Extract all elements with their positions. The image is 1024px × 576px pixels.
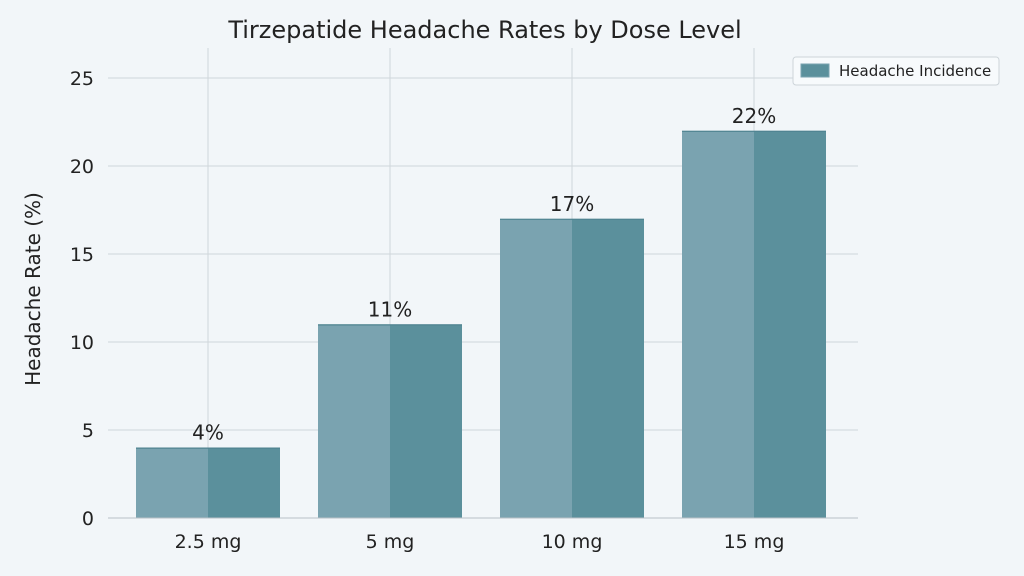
bar-data-label: 17%: [550, 192, 594, 216]
bar-right-half: [754, 130, 826, 519]
bar-right-half: [572, 218, 644, 519]
bar-15-mg[interactable]: [682, 130, 826, 519]
bar-10-mg[interactable]: [500, 218, 644, 519]
y-tick-label: 0: [82, 508, 94, 530]
axis-layer: 0 5 10 15 20 25 2.5 mg 5 mg 10 mg 15 mg: [70, 68, 858, 553]
x-tick-label: 15 mg: [724, 531, 785, 553]
y-tick-label: 20: [70, 156, 94, 178]
legend-swatch: [800, 63, 830, 78]
legend[interactable]: Headache Incidence: [792, 56, 1000, 86]
bar-left-half: [136, 447, 208, 518]
x-tick-label: 5 mg: [366, 531, 415, 553]
bar-left-half: [318, 324, 390, 518]
bar-data-label: 22%: [732, 104, 776, 128]
bars-layer: 4% 11% 17% 22%: [136, 104, 826, 519]
bar-data-label: 4%: [192, 421, 224, 445]
bar-5-mg[interactable]: [318, 324, 462, 518]
bar-left-half: [682, 130, 754, 519]
chart-title: Tirzepatide Headache Rates by Dose Level: [227, 16, 741, 44]
y-tick-label: 25: [70, 68, 94, 90]
legend-frame: [792, 56, 1000, 86]
bar-right-half: [208, 447, 280, 518]
y-tick-label: 10: [70, 332, 94, 354]
bar-data-label: 11%: [368, 297, 412, 321]
x-tick-label: 10 mg: [542, 531, 603, 553]
y-tick-label: 15: [70, 244, 94, 266]
bar-2-5-mg[interactable]: [136, 447, 280, 518]
bar-left-half: [500, 218, 572, 519]
y-tick-label: 5: [82, 420, 94, 442]
bar-right-half: [390, 324, 462, 518]
x-tick-label: 2.5 mg: [175, 531, 242, 553]
legend-label-headache-incidence: Headache Incidence: [839, 62, 991, 80]
y-axis-label: Headache Rate (%): [21, 192, 45, 386]
